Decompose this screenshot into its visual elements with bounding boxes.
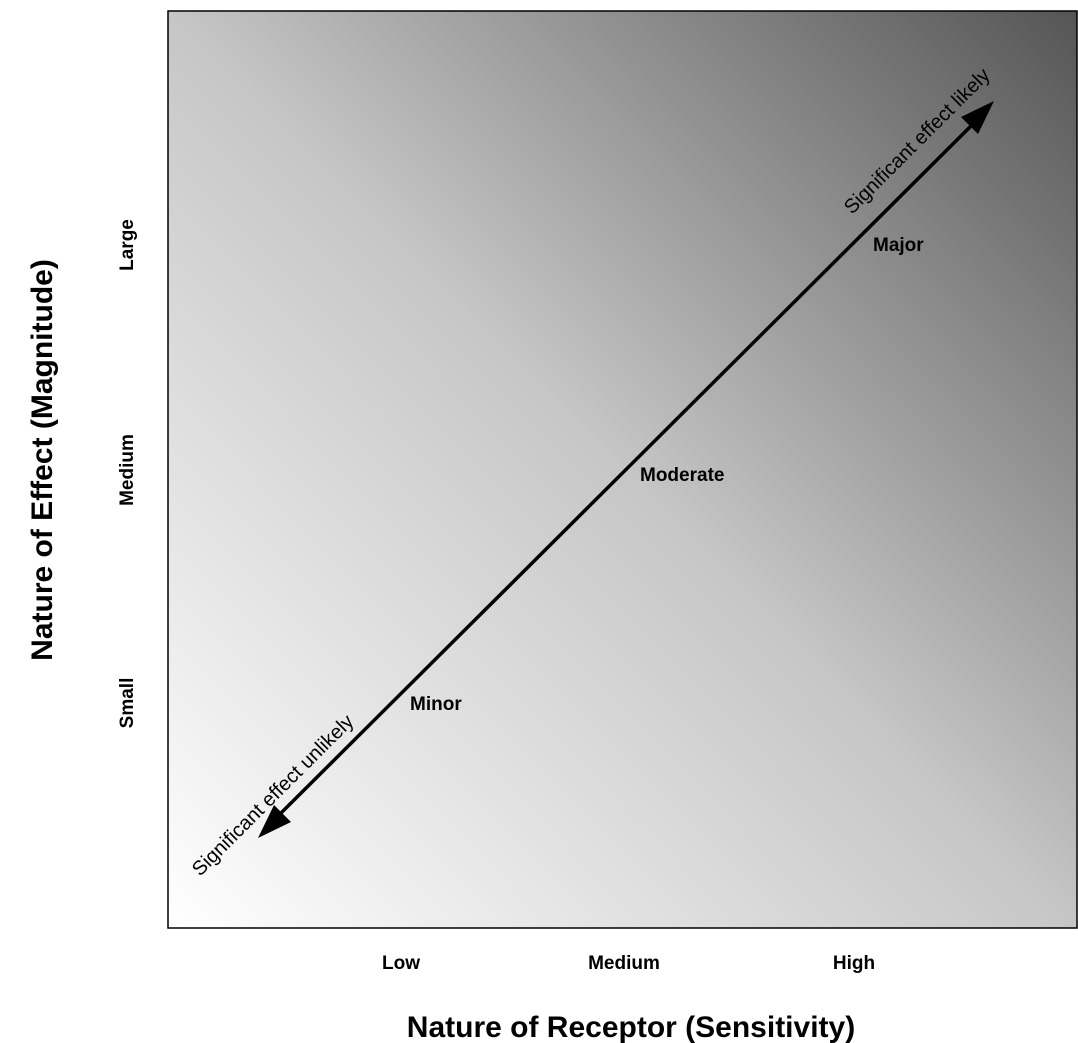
y-axis-title: Nature of Effect (Magnitude) [26,259,59,661]
arrow-shaft [274,118,979,820]
x-axis-title: Nature of Receptor (Sensitivity) [407,1011,855,1043]
arrow-head-upper-icon [961,101,994,134]
level-label-moderate: Moderate [640,465,724,486]
x-tick-high: High [833,953,875,974]
y-tick-medium: Medium [117,434,138,506]
level-label-major: Major [873,235,924,256]
arrow-head-lower-icon [258,805,291,838]
level-label-minor: Minor [410,694,462,715]
x-tick-low: Low [382,953,420,974]
significance-arrow [258,101,994,838]
y-tick-large: Large [117,219,138,271]
x-tick-medium: Medium [588,953,660,974]
y-tick-small: Small [117,678,138,729]
